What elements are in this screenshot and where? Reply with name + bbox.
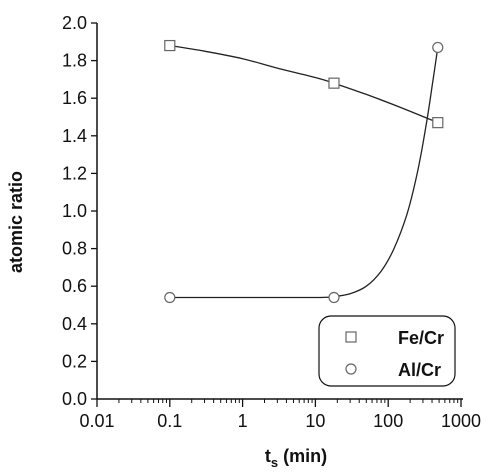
x-tick-label: 1: [238, 411, 248, 431]
data-point-al-cr: [164, 291, 176, 304]
y-tick-label: 0.8: [62, 239, 87, 259]
fit-curves: [169, 44, 439, 299]
y-tick-label: 1.0: [62, 201, 87, 221]
y-tick-label: 0.2: [62, 351, 87, 371]
y-tick-label: 2.0: [62, 13, 87, 33]
data-point-fe-cr: [164, 39, 176, 52]
data-point-fe-cr: [432, 117, 444, 129]
data-point-al-cr: [328, 291, 340, 304]
x-tick-label: 100: [373, 411, 403, 431]
x-axis-title-subscript: s: [271, 455, 278, 470]
x-tick-label: 10: [305, 411, 325, 431]
y-tick-label: 1.6: [62, 88, 87, 108]
y-axis-title: atomic ratio: [6, 171, 26, 273]
legend: Fe/Cr Al/Cr: [318, 315, 456, 387]
legend-marker-circle: [345, 363, 357, 375]
data-markers: [164, 39, 444, 304]
x-tick-label: 0.01: [79, 411, 114, 431]
plot-area: 0.00.20.40.60.81.01.21.41.61.82.0 0.01 0.…: [62, 13, 481, 431]
x-axis-title: ts (min): [265, 446, 327, 470]
x-axis-title-main: t: [265, 446, 271, 466]
x-axis-ticks: 0.01 0.1 1 10 100 1000: [79, 399, 481, 431]
y-tick-label: 0.0: [62, 389, 87, 409]
x-tick-label: 1000: [441, 411, 481, 431]
x-tick-label: 0.1: [157, 411, 182, 431]
y-tick-label: 1.2: [62, 163, 87, 183]
data-point-fe-cr: [328, 77, 340, 89]
legend-label-fe-cr: Fe/Cr: [398, 328, 444, 348]
data-point-al-cr: [432, 41, 444, 54]
y-tick-label: 0.6: [62, 276, 87, 296]
legend-marker-square: [345, 331, 357, 343]
y-axis-ticks: 0.0 0.2 0.4 0.6 0.8 1.0 1.2 1.4 1.6 1.8 2.0: [62, 13, 97, 409]
y-tick-label: 1.4: [62, 126, 87, 146]
legend-label-al-cr: Al/Cr: [398, 360, 441, 380]
y-tick-label: 1.8: [62, 51, 87, 71]
y-tick-label: 0.4: [62, 314, 87, 334]
fit-curve-fe-cr: [169, 44, 439, 124]
fit-curve-al-cr: [169, 47, 439, 299]
x-axis-title-rest: (min): [278, 446, 327, 466]
